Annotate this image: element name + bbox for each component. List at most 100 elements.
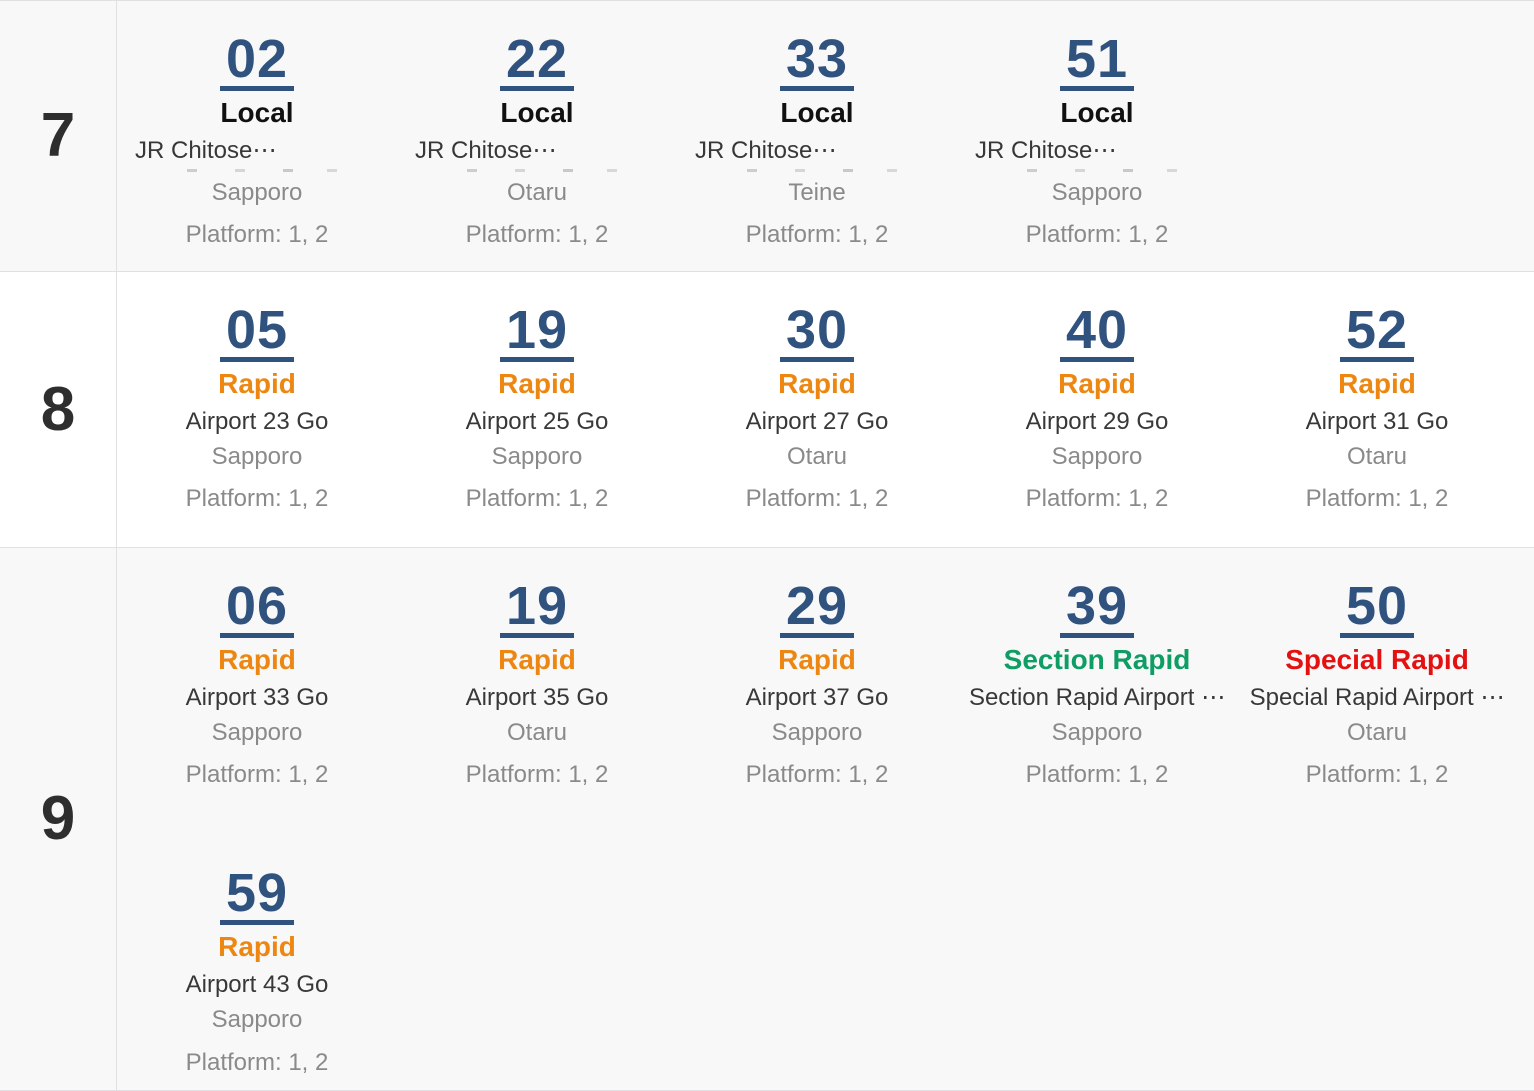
- platform-label: Platform: 1, 2: [465, 485, 609, 513]
- destination-label: Teine: [788, 178, 846, 206]
- destination-label: Sapporo: [771, 718, 863, 746]
- train-departure: 05 Rapid Airport 23 Go Sapporo Platform:…: [117, 303, 397, 514]
- platform-label: Platform: 1, 2: [745, 221, 889, 249]
- minute-link[interactable]: 51: [1059, 32, 1135, 91]
- hour-label: 7: [0, 1, 117, 271]
- train-departure: 30 Rapid Airport 27 Go Otaru Platform: 1…: [677, 303, 957, 514]
- destination-label: Sapporo: [1051, 178, 1143, 206]
- train-name: Airport 25 Go: [465, 407, 609, 435]
- minute-link[interactable]: 06: [219, 579, 295, 638]
- train-type-label: Local: [500, 97, 574, 128]
- platform-label: Platform: 1, 2: [1305, 761, 1449, 789]
- destination-label: Sapporo: [211, 442, 303, 470]
- train-type-label: Rapid: [498, 368, 576, 399]
- train-list: 02 Local JR Chitose⋯ Sapporo Platform: 1…: [117, 1, 1534, 271]
- destination-label: Sapporo: [211, 1005, 303, 1033]
- train-departure: 22 Local JR Chitose⋯ Otaru Platform: 1, …: [397, 32, 677, 250]
- destination-label: Sapporo: [1051, 718, 1143, 746]
- hour-label: 9: [0, 548, 117, 1090]
- hour-row: 7 02 Local JR Chitose⋯ Sapporo Platform:…: [0, 1, 1534, 272]
- train-type-label: Rapid: [218, 368, 296, 399]
- train-departure: 59 Rapid Airport 43 Go Sapporo Platform:…: [117, 866, 397, 1077]
- destination-label: Sapporo: [211, 178, 303, 206]
- train-type-label: Section Rapid: [1003, 644, 1191, 675]
- clipped-text-artifact: [459, 167, 617, 173]
- train-type-label: Special Rapid: [1285, 644, 1469, 675]
- minute-link[interactable]: 33: [779, 32, 855, 91]
- destination-label: Otaru: [506, 718, 568, 746]
- train-departure: 02 Local JR Chitose⋯ Sapporo Platform: 1…: [117, 32, 397, 250]
- minute-link[interactable]: 22: [499, 32, 575, 91]
- minute-link[interactable]: 02: [219, 32, 295, 91]
- train-list: 06 Rapid Airport 33 Go Sapporo Platform:…: [117, 548, 1534, 1090]
- clipped-text-artifact: [1019, 167, 1177, 173]
- train-departure: 19 Rapid Airport 35 Go Otaru Platform: 1…: [397, 579, 677, 790]
- clipped-text-artifact: [179, 167, 337, 173]
- minute-link[interactable]: 30: [779, 303, 855, 362]
- platform-label: Platform: 1, 2: [185, 761, 329, 789]
- train-departure: 50 Special Rapid Special Rapid Airport ⋯…: [1237, 579, 1517, 790]
- minute-link[interactable]: 39: [1059, 579, 1135, 638]
- platform-label: Platform: 1, 2: [185, 221, 329, 249]
- train-departure: 06 Rapid Airport 33 Go Sapporo Platform:…: [117, 579, 397, 790]
- train-name: Airport 35 Go: [465, 683, 609, 711]
- platform-label: Platform: 1, 2: [1025, 761, 1169, 789]
- minute-link[interactable]: 52: [1339, 303, 1415, 362]
- train-name: Special Rapid Airport ⋯: [1249, 683, 1505, 711]
- platform-label: Platform: 1, 2: [1025, 485, 1169, 513]
- train-departure: 33 Local JR Chitose⋯ Teine Platform: 1, …: [677, 32, 957, 250]
- minute-link[interactable]: 50: [1339, 579, 1415, 638]
- train-name: Airport 27 Go: [745, 407, 889, 435]
- platform-label: Platform: 1, 2: [745, 761, 889, 789]
- destination-label: Otaru: [786, 442, 848, 470]
- train-name: JR Chitose⋯: [135, 136, 277, 164]
- minute-link[interactable]: 19: [499, 579, 575, 638]
- train-type-label: Rapid: [1058, 368, 1136, 399]
- minute-link[interactable]: 05: [219, 303, 295, 362]
- train-type-label: Rapid: [498, 644, 576, 675]
- platform-label: Platform: 1, 2: [1305, 485, 1449, 513]
- platform-label: Platform: 1, 2: [185, 485, 329, 513]
- train-type-label: Rapid: [218, 931, 296, 963]
- train-departure: 51 Local JR Chitose⋯ Sapporo Platform: 1…: [957, 32, 1237, 250]
- train-type-label: Local: [220, 97, 294, 128]
- platform-label: Platform: 1, 2: [745, 485, 889, 513]
- train-type-label: Local: [780, 97, 854, 128]
- minute-link[interactable]: 59: [219, 866, 295, 926]
- train-name: Airport 23 Go: [185, 407, 329, 435]
- train-name: JR Chitose⋯: [415, 136, 557, 164]
- train-name: Section Rapid Airport ⋯: [968, 683, 1226, 711]
- train-name: Airport 33 Go: [185, 683, 329, 711]
- train-departure: 39 Section Rapid Section Rapid Airport ⋯…: [957, 579, 1237, 790]
- train-name: JR Chitose⋯: [975, 136, 1117, 164]
- hour-row: 9 06 Rapid Airport 33 Go Sapporo Platfor…: [0, 548, 1534, 1091]
- train-type-label: Local: [1060, 97, 1134, 128]
- train-type-label: Rapid: [778, 644, 856, 675]
- train-departure: 29 Rapid Airport 37 Go Sapporo Platform:…: [677, 579, 957, 790]
- hour-label: 8: [0, 272, 117, 547]
- minute-link[interactable]: 40: [1059, 303, 1135, 362]
- train-departure: 52 Rapid Airport 31 Go Otaru Platform: 1…: [1237, 303, 1517, 514]
- platform-label: Platform: 1, 2: [185, 1048, 329, 1076]
- destination-label: Sapporo: [491, 442, 583, 470]
- train-name: JR Chitose⋯: [695, 136, 837, 164]
- clipped-text-artifact: [739, 167, 897, 173]
- train-type-label: Rapid: [1338, 368, 1416, 399]
- train-name: Airport 29 Go: [1025, 407, 1169, 435]
- train-departure: 40 Rapid Airport 29 Go Sapporo Platform:…: [957, 303, 1237, 514]
- train-name: Airport 43 Go: [185, 970, 329, 998]
- train-type-label: Rapid: [218, 644, 296, 675]
- train-list: 05 Rapid Airport 23 Go Sapporo Platform:…: [117, 272, 1534, 547]
- train-name: Airport 37 Go: [745, 683, 889, 711]
- platform-label: Platform: 1, 2: [465, 761, 609, 789]
- train-name: Airport 31 Go: [1305, 407, 1449, 435]
- platform-label: Platform: 1, 2: [465, 221, 609, 249]
- minute-link[interactable]: 29: [779, 579, 855, 638]
- destination-label: Sapporo: [1051, 442, 1143, 470]
- hour-row: 8 05 Rapid Airport 23 Go Sapporo Platfor…: [0, 272, 1534, 548]
- train-departure: 19 Rapid Airport 25 Go Sapporo Platform:…: [397, 303, 677, 514]
- minute-link[interactable]: 19: [499, 303, 575, 362]
- destination-label: Otaru: [1346, 442, 1408, 470]
- platform-label: Platform: 1, 2: [1025, 221, 1169, 249]
